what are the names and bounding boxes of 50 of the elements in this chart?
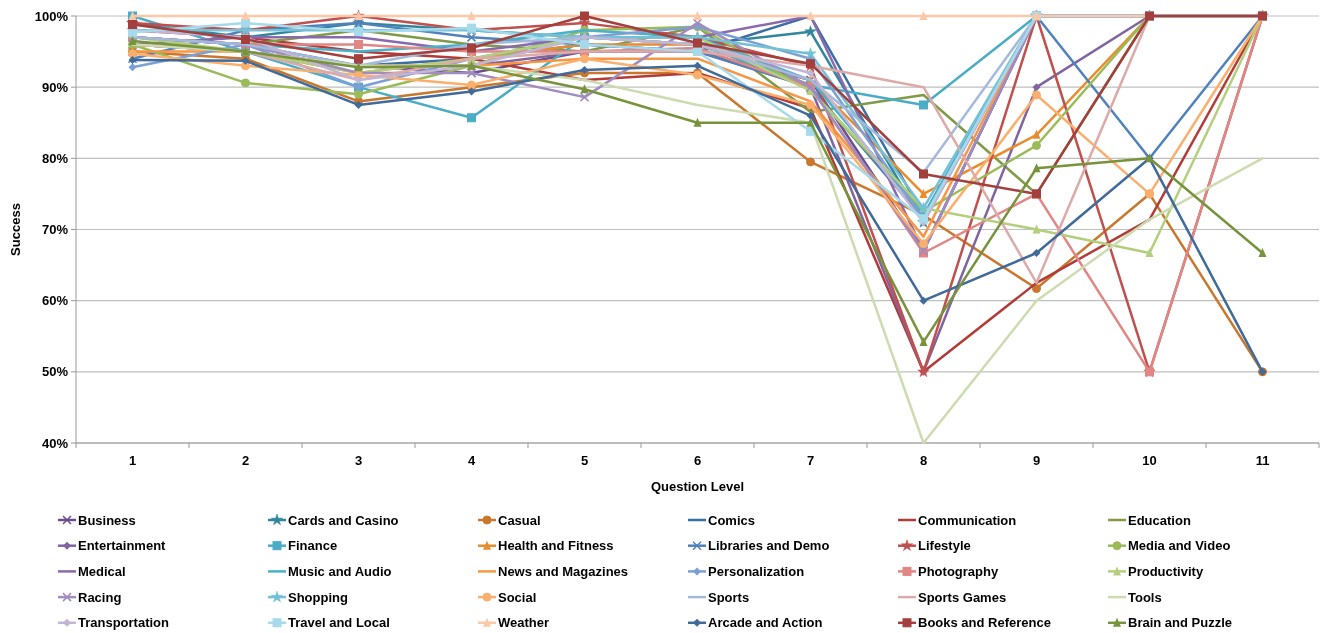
y-tick-label: 90%	[41, 79, 69, 95]
legend-label: Social	[498, 589, 537, 605]
legend-label: Books and Reference	[918, 615, 1051, 631]
legend-label: Shopping	[288, 589, 348, 605]
x-tick-label: 9	[1032, 453, 1041, 468]
x-tick-label: 8	[919, 453, 928, 468]
y-tick-label: 40%	[41, 435, 69, 451]
y-tick-label: 60%	[41, 293, 69, 309]
x-tick-label: 10	[1142, 453, 1157, 468]
legend-label: Casual	[498, 512, 541, 528]
legend-label: Entertainment	[78, 538, 167, 554]
legend-label: Sports	[708, 589, 750, 605]
y-tick-label: 80%	[41, 150, 69, 166]
x-tick-label: 1	[128, 453, 137, 468]
legend-label: Libraries and Demo	[708, 538, 830, 554]
legend-label: Productivity	[1128, 563, 1204, 579]
legend-label: Tools	[1128, 589, 1162, 605]
y-tick-label: 50%	[41, 364, 69, 380]
x-tick-label: 5	[580, 453, 589, 468]
legend-label: Photography	[918, 563, 999, 579]
legend-label: Cards and Casino	[288, 512, 399, 528]
y-tick-label: 100%	[34, 8, 69, 24]
legend-label: Racing	[78, 589, 122, 605]
legend-label: Arcade and Action	[708, 615, 823, 631]
x-tick-label: 3	[354, 453, 363, 468]
x-tick-label: 2	[241, 453, 250, 468]
legend-label: Sports Games	[918, 589, 1007, 605]
x-tick-label: 4	[467, 453, 476, 468]
x-tick-label: 6	[693, 453, 702, 468]
legend-label: Health and Fitness	[498, 538, 614, 554]
legend-label: Medical	[78, 563, 126, 579]
legend-label: Media and Video	[1128, 538, 1231, 554]
legend-label: Business	[78, 512, 136, 528]
x-tick-label: 7	[806, 453, 815, 468]
legend-label: Weather	[498, 615, 550, 631]
legend-label: Music and Audio	[288, 563, 392, 579]
y-axis-title: Success	[8, 203, 23, 256]
legend-label: Communication	[918, 512, 1017, 528]
y-tick-label: 70%	[41, 222, 69, 238]
legend-label: Lifestyle	[918, 538, 971, 554]
legend-label: Personalization	[708, 563, 805, 579]
legend-label: Finance	[288, 538, 338, 554]
legend-label: Comics	[708, 512, 755, 528]
legend-label: Education	[1128, 512, 1191, 528]
x-tick-label: 11	[1255, 453, 1270, 468]
legend-label: Transportation	[78, 615, 170, 631]
legend-label: Travel and Local	[288, 615, 390, 631]
x-axis-title: Question Level	[650, 479, 745, 494]
legend-label: Brain and Puzzle	[1128, 615, 1233, 631]
legend-label: News and Magazines	[498, 563, 629, 579]
